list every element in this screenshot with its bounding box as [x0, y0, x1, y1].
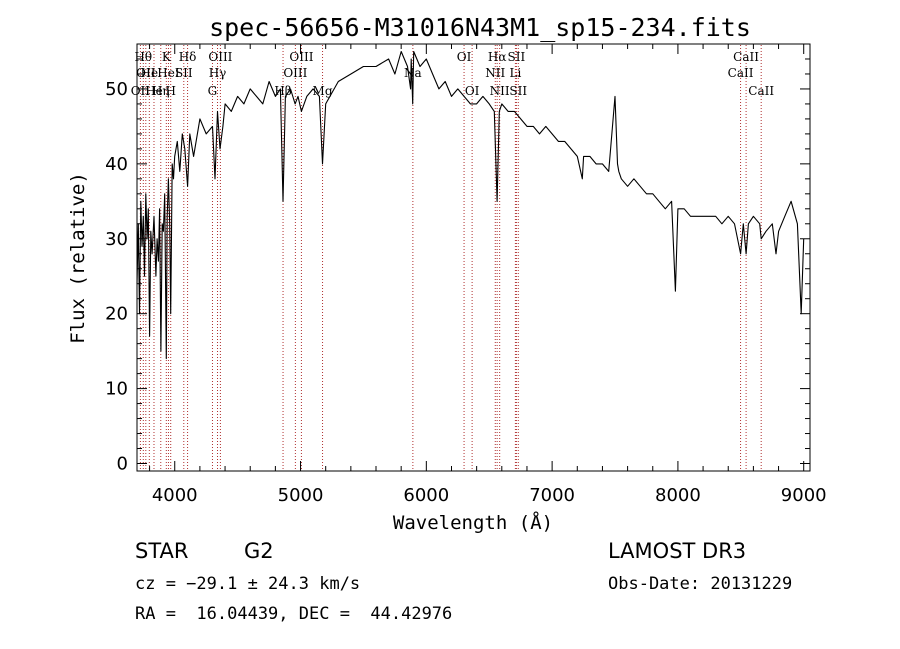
line-label: Hγ [209, 66, 227, 80]
line-label: Li [509, 66, 521, 80]
line-label: NII [485, 66, 505, 80]
y-tick-label: 30 [105, 229, 128, 250]
y-axis-ticks: 0 10 20 30 40 50 [105, 58, 810, 475]
x-tick-label: 9000 [781, 485, 827, 506]
series-layer [136, 50, 805, 360]
line-label: Hη [152, 84, 170, 98]
redshift-text: cz = −29.1 ± 24.3 km/s [135, 574, 361, 594]
survey-name: LAMOST DR3 [608, 539, 747, 563]
line-label: SII [508, 50, 526, 64]
line-label: OIII [289, 50, 313, 64]
x-axis-label: Wavelength (Å) [393, 511, 553, 534]
line-label: OIII [283, 66, 307, 80]
object-subclass: G2 [244, 539, 274, 563]
line-label: SII [175, 66, 193, 80]
line-label: He [141, 66, 159, 80]
y-tick-label: 0 [117, 454, 128, 475]
line-label: SII [509, 84, 527, 98]
line-label: HeI [157, 66, 180, 80]
line-label: NII [490, 84, 510, 98]
line-label: OIII [208, 50, 232, 64]
x-tick-label: 7000 [529, 485, 575, 506]
series-line-flux [136, 50, 805, 360]
line-label: Hβ [274, 84, 291, 98]
line-label: He [145, 84, 163, 98]
x-tick-label: 4000 [152, 485, 198, 506]
x-tick-label: 8000 [655, 485, 701, 506]
plot-frame [136, 43, 811, 472]
coordinates-text: RA = 16.04439, DEC = 44.42976 [135, 604, 453, 624]
line-label: Hα [488, 50, 507, 64]
chart-title: spec-56656-M31016N43M1_sp15-234.fits [209, 13, 751, 42]
y-tick-label: 40 [105, 154, 128, 175]
line-label: Hθ [134, 50, 152, 64]
obs-date-text: Obs-Date: 20131229 [608, 574, 793, 594]
line-label: Hδ [179, 50, 197, 64]
y-tick-label: 50 [105, 79, 128, 100]
line-label: G [208, 84, 218, 98]
spectral-line-markers [139, 45, 762, 470]
line-label: OII [131, 84, 151, 98]
x-axis-ticks: 4000 5000 6000 7000 8000 9000 [149, 44, 827, 506]
x-tick-label: 6000 [403, 485, 449, 506]
object-class: STAR [135, 539, 189, 563]
line-label: CaII [728, 66, 754, 80]
line-label: CaII [733, 50, 759, 64]
spectral-line-labels: OIIHθOIIHeHeHηKHeIHSIIHδGHγOIIIHβOIIIOII… [131, 50, 775, 98]
line-label: H [165, 84, 175, 98]
y-tick-label: 10 [105, 379, 128, 400]
line-label: CaII [748, 84, 774, 98]
line-label: K [162, 50, 172, 64]
line-label: OI [457, 50, 472, 64]
y-tick-label: 20 [105, 304, 128, 325]
line-label: OI [465, 84, 480, 98]
y-axis-label: Flux (relative) [67, 172, 89, 344]
line-label: OII [136, 66, 156, 80]
x-tick-label: 5000 [278, 485, 324, 506]
